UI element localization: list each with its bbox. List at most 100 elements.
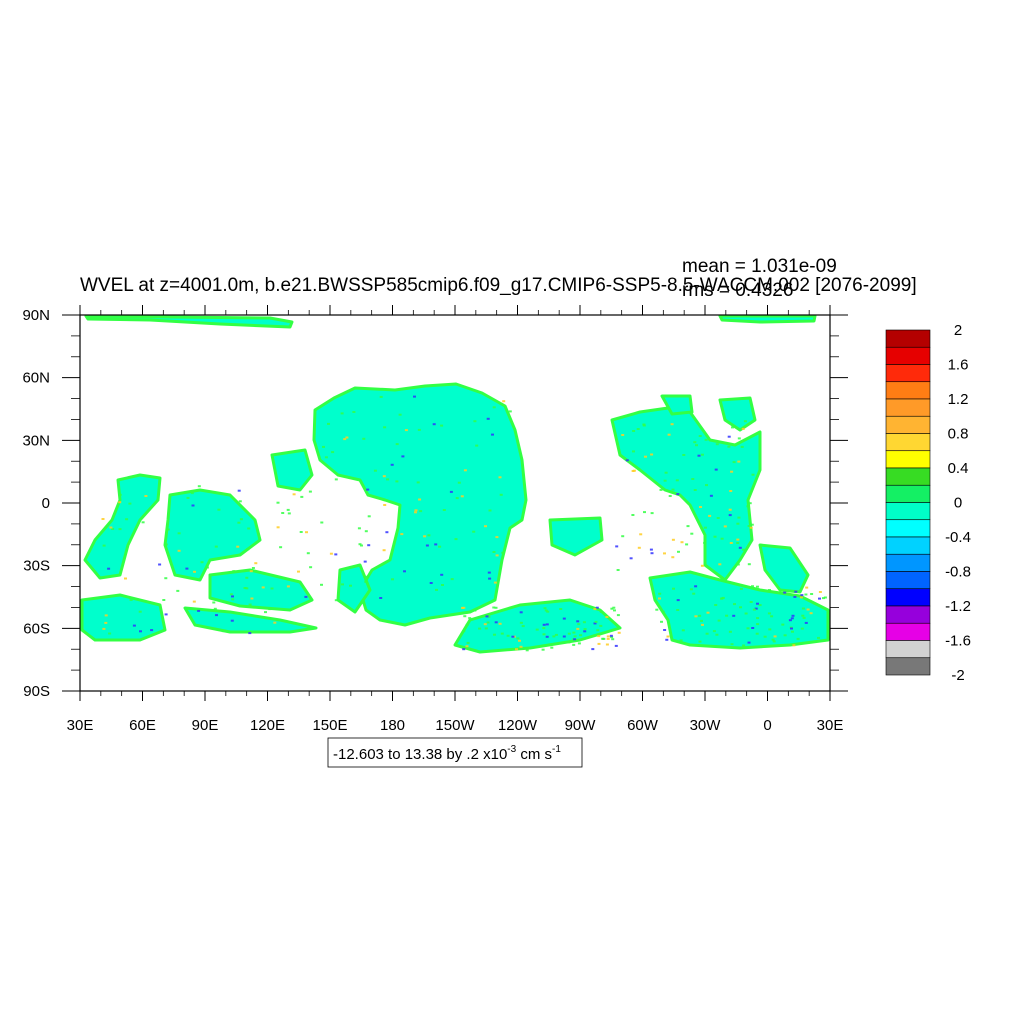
field-speckle xyxy=(733,603,736,606)
field-speckle xyxy=(593,622,597,625)
field-speckle xyxy=(790,627,793,630)
field-speckle xyxy=(552,635,556,638)
x-tick-label: 150W xyxy=(435,717,475,734)
field-speckle xyxy=(197,485,201,488)
field-speckle xyxy=(750,523,754,526)
field-speckle xyxy=(475,444,479,447)
field-speckle xyxy=(772,640,776,643)
field-speckle xyxy=(429,582,433,584)
ocean-region-caribbean-patch xyxy=(548,516,604,557)
field-speckle xyxy=(286,585,290,588)
x-tick-label: 60W xyxy=(627,717,659,734)
field-speckle xyxy=(737,460,741,463)
field-speckle xyxy=(125,518,129,521)
field-speckle xyxy=(666,635,670,638)
field-speckle xyxy=(358,543,362,546)
y-tick-label: 60S xyxy=(23,620,50,637)
field-speckle xyxy=(668,495,672,497)
field-speckle xyxy=(725,614,729,617)
field-speckle xyxy=(573,638,577,641)
colorbar-label: 1.2 xyxy=(948,391,969,408)
field-speckle xyxy=(516,637,520,640)
ocean-region-pacific-basin xyxy=(312,382,528,627)
field-speckle xyxy=(712,630,716,633)
field-speckle xyxy=(751,473,755,476)
field-speckle xyxy=(767,612,771,615)
field-speckle xyxy=(366,488,370,491)
field-speckle xyxy=(660,620,663,623)
field-speckle xyxy=(305,531,308,534)
field-speckle xyxy=(268,608,272,611)
field-speckle xyxy=(176,589,180,592)
field-speckle xyxy=(498,622,502,625)
field-speckle xyxy=(794,590,798,593)
colorbar-labels: 2 1.6 1.2 0.8 0.4 0 -0.4 -0.8 -1.2 -1.6 -2 xyxy=(945,322,971,684)
field-speckle xyxy=(519,645,523,648)
field-speckle xyxy=(679,639,683,642)
field-speckle xyxy=(248,632,252,635)
field-speckle xyxy=(250,597,254,600)
field-speckle xyxy=(751,585,754,588)
ocean-region-labrador-sea xyxy=(660,394,694,416)
field-speckle xyxy=(521,625,525,628)
field-speckle xyxy=(349,584,352,587)
field-speckle xyxy=(705,632,709,635)
field-speckle xyxy=(746,505,750,508)
field-speckle xyxy=(671,538,675,541)
field-speckle xyxy=(599,624,603,627)
field-speckle xyxy=(823,596,827,599)
field-speckle xyxy=(616,614,620,617)
colorbar-swatch xyxy=(885,381,931,400)
field-speckle xyxy=(610,607,614,610)
colorbar-swatch xyxy=(885,398,931,417)
field-speckle xyxy=(367,515,371,518)
field-speckle xyxy=(583,628,587,631)
field-speckle xyxy=(606,637,610,640)
x-tick-label: 30E xyxy=(817,717,844,734)
ocean-region-southern-ocean-atlantic xyxy=(648,570,830,650)
field-speckle xyxy=(273,621,277,624)
field-speckle xyxy=(636,428,640,430)
field-speckle xyxy=(450,578,454,581)
field-speckle xyxy=(365,575,369,578)
field-speckle xyxy=(483,623,487,626)
y-axis-labels: 90N 60N 30N 0 30S 60S 90S xyxy=(22,307,50,700)
field-speckle xyxy=(139,630,142,633)
field-speckle xyxy=(698,614,702,617)
field-speckle xyxy=(473,609,477,612)
field-speckle xyxy=(177,532,181,535)
field-speckle xyxy=(736,542,740,544)
field-speckle xyxy=(741,427,745,430)
field-speckle xyxy=(729,490,733,492)
field-speckle xyxy=(749,526,753,529)
field-speckle xyxy=(738,546,742,549)
contour-info-text: -12.603 to 13.38 by .2 x10-3 cm s-1 xyxy=(333,744,561,763)
field-speckle xyxy=(292,493,296,496)
field-speckle xyxy=(191,504,195,507)
field-speckle xyxy=(756,623,760,626)
field-speckle xyxy=(747,563,751,566)
field-speckle xyxy=(341,583,344,586)
field-speckle xyxy=(667,433,671,436)
colorbar-swatch xyxy=(885,536,931,555)
field-speckle xyxy=(731,426,734,429)
field-speckle xyxy=(414,511,417,514)
field-speckle xyxy=(491,433,494,436)
y-tick-label: 0 xyxy=(42,495,50,512)
field-speckle xyxy=(682,454,686,456)
field-speckle xyxy=(612,606,616,609)
field-speckle xyxy=(322,445,325,448)
field-speckle xyxy=(382,475,386,478)
field-speckle xyxy=(541,648,545,651)
field-speckle xyxy=(440,424,444,427)
field-speckle xyxy=(676,599,680,602)
field-speckle xyxy=(124,577,127,580)
field-speckle xyxy=(599,611,603,613)
field-speckle xyxy=(771,638,775,641)
field-speckle xyxy=(791,630,794,633)
field-speckle xyxy=(229,593,233,596)
field-speckle xyxy=(109,526,113,529)
field-speckle xyxy=(818,591,822,593)
field-speckle xyxy=(637,546,641,549)
field-speckle xyxy=(605,643,609,646)
